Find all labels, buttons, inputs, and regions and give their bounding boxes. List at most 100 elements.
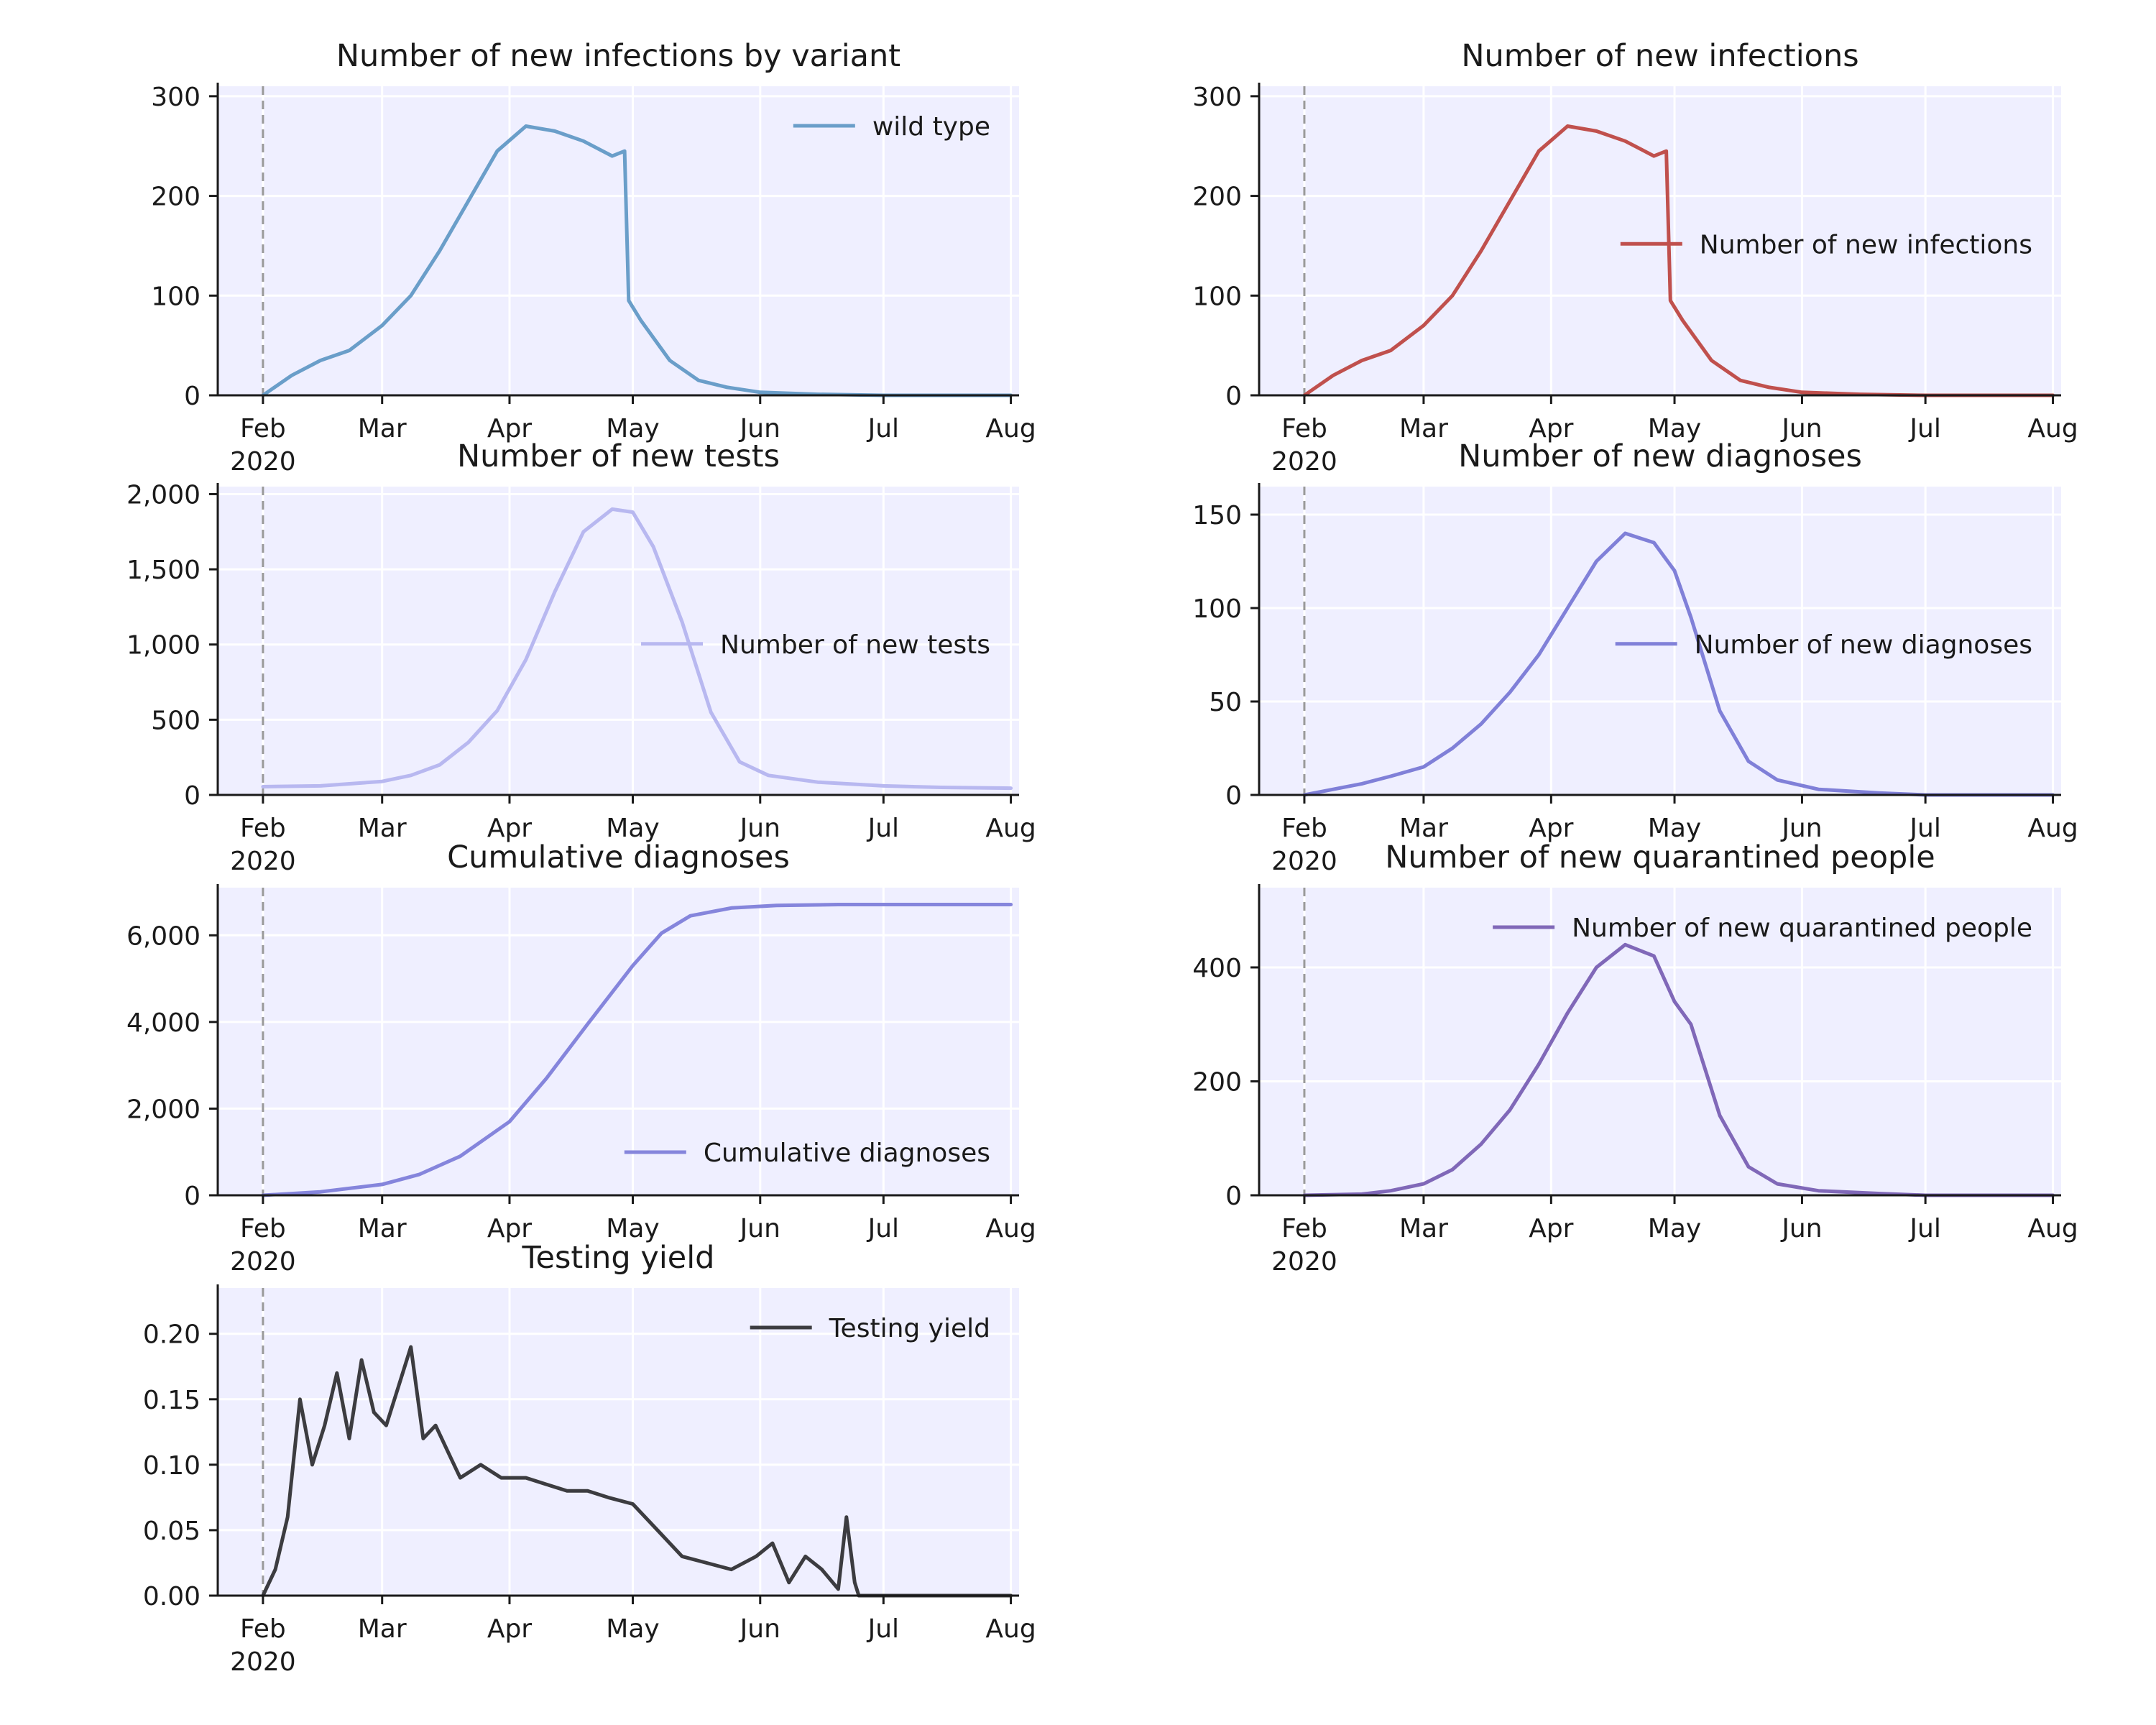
x-tick-label: May xyxy=(1648,814,1701,843)
x-tick-label: Feb xyxy=(240,414,286,443)
legend: Number of new infections xyxy=(1620,230,2032,259)
x-tick-label: Jul xyxy=(1908,414,1940,443)
x-tick-label: Jun xyxy=(1780,814,1822,843)
x-tick-label: Feb xyxy=(1281,414,1327,443)
series-line-number-of-new-quarantined-people xyxy=(1302,942,2055,1197)
x-tick-label: Jun xyxy=(1780,414,1822,443)
x-year-label: 2020 xyxy=(230,1247,296,1276)
x-year-label: 2020 xyxy=(1271,1247,1337,1276)
legend-label: Number of new tests xyxy=(720,630,990,660)
legend: wild type xyxy=(793,112,990,142)
y-tick-label: 0.15 xyxy=(143,1386,201,1415)
y-tick-label: 500 xyxy=(151,706,201,735)
x-tick-label: Apr xyxy=(487,1614,532,1644)
x-tick-label: Jul xyxy=(1908,1214,1940,1243)
x-tick-label: Jun xyxy=(739,1614,780,1644)
chart-4: Feb Mar Apr May Jun Jul Aug 2020 0 50 100 150 Number… xyxy=(1192,438,2078,876)
chart-title: Cumulative diagnoses xyxy=(447,840,790,875)
chart-3: Feb Mar Apr May Jun Jul Aug 2020 0 500 1,000 1,500 2… xyxy=(126,438,1036,876)
legend-label: Number of new diagnoses xyxy=(1695,630,2032,660)
x-tick-label: Aug xyxy=(985,414,1036,443)
x-tick-label: Mar xyxy=(358,1214,407,1243)
y-tick-label: 4,000 xyxy=(126,1008,201,1038)
series-line-number-of-new-infections xyxy=(1302,124,2055,397)
y-tick-label: 200 xyxy=(1192,1067,1242,1097)
y-tick-label: 50 xyxy=(1209,688,1242,717)
legend: Cumulative diagnoses xyxy=(624,1138,990,1168)
y-tick-label: 0 xyxy=(1225,382,1242,411)
x-tick-label: Apr xyxy=(1529,814,1573,843)
x-tick-label: Mar xyxy=(1399,1214,1448,1243)
x-tick-label: Jul xyxy=(867,1614,899,1644)
plot-area xyxy=(218,1288,1019,1596)
chart-title: Number of new quarantined people xyxy=(1385,840,1935,875)
series-line-number-of-new-tests xyxy=(261,507,1013,791)
y-tick-label: 100 xyxy=(1192,282,1242,311)
x-tick-label: Jul xyxy=(1908,814,1940,843)
series-line-wild-type xyxy=(261,124,1013,397)
x-tick-label: May xyxy=(1648,414,1701,443)
x-tick-label: Jun xyxy=(739,414,780,443)
x-tick-label: Jul xyxy=(867,1214,899,1243)
y-tick-label: 200 xyxy=(151,183,201,212)
y-tick-label: 300 xyxy=(1192,83,1242,112)
chart-5: Feb Mar Apr May Jun Jul Aug 2020 0 2,000 4,000 6,00… xyxy=(126,840,1036,1276)
chart-title: Number of new diagnoses xyxy=(1458,438,1862,474)
x-tick-label: May xyxy=(606,414,659,443)
chart-7: Feb Mar Apr May Jun Jul Aug 2020 0.00 0.05 0.10 0.1… xyxy=(143,1240,1036,1677)
x-year-label: 2020 xyxy=(230,1647,296,1677)
y-tick-label: 300 xyxy=(151,83,201,112)
y-tick-label: 0.20 xyxy=(143,1320,201,1350)
x-tick-label: Jul xyxy=(867,414,899,443)
chart-title: Number of new infections by variant xyxy=(336,38,900,74)
x-tick-label: Mar xyxy=(358,414,407,443)
x-tick-label: Aug xyxy=(985,1614,1036,1644)
plot-area xyxy=(1259,888,2061,1195)
y-tick-label: 0 xyxy=(1225,781,1242,811)
x-tick-label: Apr xyxy=(1529,414,1573,443)
chart-title: Number of new tests xyxy=(457,438,780,474)
y-tick-label: 100 xyxy=(151,282,201,311)
y-tick-label: 0.05 xyxy=(143,1517,201,1546)
series-line-number-of-new-diagnoses xyxy=(1302,531,2055,797)
x-year-label: 2020 xyxy=(230,447,296,477)
chart-title: Testing yield xyxy=(522,1240,715,1276)
x-tick-label: Mar xyxy=(1399,814,1448,843)
x-tick-label: Aug xyxy=(985,1214,1036,1243)
chart-title: Number of new infections xyxy=(1461,38,1858,74)
legend-label: Cumulative diagnoses xyxy=(704,1138,990,1168)
y-tick-label: 2,000 xyxy=(126,480,201,510)
legend: Number of new tests xyxy=(641,630,990,660)
x-tick-label: Feb xyxy=(240,1614,286,1644)
x-tick-label: Jun xyxy=(739,1214,780,1243)
legend: Number of new quarantined people xyxy=(1493,914,2032,943)
legend: Testing yield xyxy=(750,1314,990,1343)
x-tick-label: Feb xyxy=(1281,1214,1327,1243)
y-tick-label: 6,000 xyxy=(126,921,201,951)
x-tick-label: Feb xyxy=(240,1214,286,1243)
y-tick-label: 1,000 xyxy=(126,631,201,661)
y-tick-label: 200 xyxy=(1192,183,1242,212)
y-tick-label: 0 xyxy=(1225,1182,1242,1211)
y-tick-label: 100 xyxy=(1192,594,1242,624)
y-tick-label: 0.10 xyxy=(143,1451,201,1481)
chart-6: Feb Mar Apr May Jun Jul Aug 2020 0 200 400 Number o… xyxy=(1192,840,2078,1276)
plot-area xyxy=(1259,86,2061,395)
x-tick-label: Feb xyxy=(1281,814,1327,843)
x-tick-label: Mar xyxy=(358,1614,407,1644)
series-line-cumulative-diagnoses xyxy=(261,903,1013,1197)
x-tick-label: Mar xyxy=(358,814,407,843)
x-tick-label: Apr xyxy=(487,814,532,843)
plot-area xyxy=(1259,487,2061,795)
x-tick-label: Aug xyxy=(2027,414,2078,443)
y-tick-label: 0 xyxy=(184,781,201,811)
y-tick-label: 0 xyxy=(184,382,201,411)
x-tick-label: Feb xyxy=(240,814,286,843)
legend: Number of new diagnoses xyxy=(1615,630,2032,660)
x-tick-label: May xyxy=(606,814,659,843)
x-tick-label: Apr xyxy=(487,1214,532,1243)
x-year-label: 2020 xyxy=(1271,847,1337,876)
y-tick-label: 2,000 xyxy=(126,1095,201,1124)
x-tick-label: Aug xyxy=(985,814,1036,843)
